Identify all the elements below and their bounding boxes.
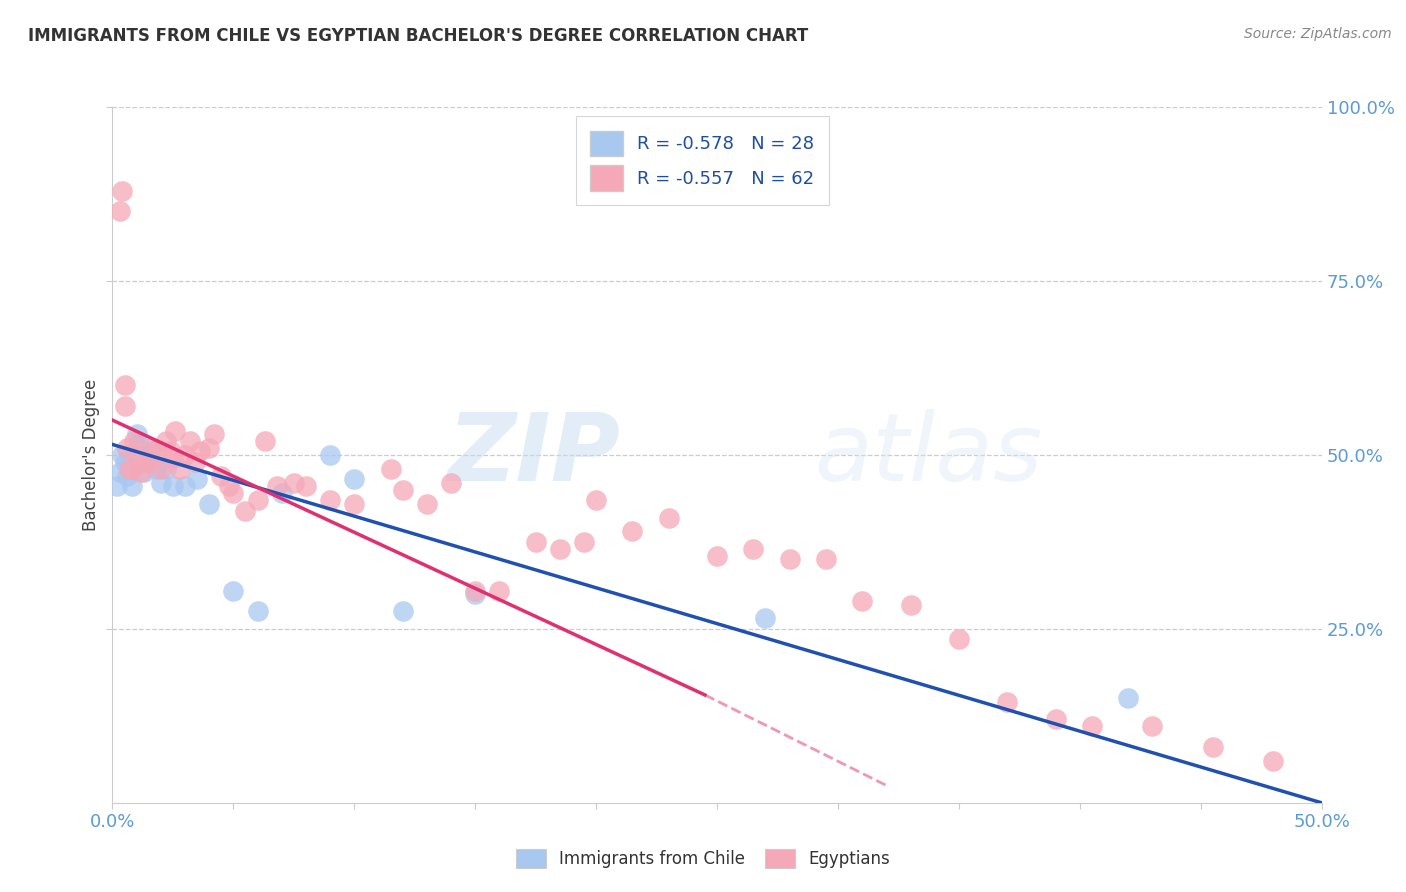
Point: [159, 444, 181, 458]
Point: [246, 493, 269, 508]
Point: [155, 462, 177, 476]
Point: [995, 695, 1018, 709]
Point: [218, 479, 240, 493]
Point: [900, 598, 922, 612]
Point: [380, 462, 402, 476]
Point: [111, 184, 134, 198]
Point: [132, 455, 155, 469]
Point: [343, 497, 366, 511]
Point: [706, 549, 728, 563]
Point: [440, 475, 463, 490]
Y-axis label: Bachelor's Degree: Bachelor's Degree: [82, 379, 100, 531]
Point: [222, 583, 245, 598]
Point: [416, 497, 439, 511]
Point: [391, 605, 413, 619]
Point: [222, 486, 245, 500]
Point: [198, 441, 221, 455]
Point: [1263, 754, 1285, 768]
Point: [198, 497, 221, 511]
Point: [464, 587, 486, 601]
Point: [202, 427, 225, 442]
Point: [108, 466, 131, 480]
Point: [209, 468, 232, 483]
Point: [295, 479, 318, 493]
Legend: R = -0.578   N = 28, R = -0.557   N = 62: R = -0.578 N = 28, R = -0.557 N = 62: [576, 116, 830, 205]
Point: [114, 455, 136, 469]
Text: atlas: atlas: [814, 409, 1042, 500]
Point: [621, 524, 644, 539]
Point: [105, 479, 128, 493]
Point: [948, 632, 970, 647]
Point: [114, 399, 136, 413]
Point: [488, 583, 510, 598]
Point: [283, 475, 305, 490]
Point: [235, 503, 257, 517]
Point: [266, 479, 288, 493]
Point: [658, 510, 681, 524]
Point: [183, 455, 205, 469]
Point: [165, 424, 187, 438]
Point: [108, 204, 131, 219]
Point: [141, 444, 163, 458]
Point: [132, 466, 155, 480]
Point: [464, 583, 486, 598]
Point: [246, 605, 269, 619]
Point: [149, 462, 172, 476]
Point: [169, 462, 191, 476]
Point: [851, 594, 873, 608]
Point: [145, 444, 167, 458]
Point: [125, 427, 148, 442]
Point: [174, 448, 197, 462]
Point: [114, 378, 136, 392]
Point: [1116, 691, 1139, 706]
Point: [111, 448, 134, 462]
Point: [125, 448, 148, 462]
Point: [149, 475, 172, 490]
Point: [524, 535, 547, 549]
Point: [391, 483, 413, 497]
Point: [155, 434, 177, 448]
Point: [141, 441, 163, 455]
Point: [115, 441, 138, 455]
Point: [270, 486, 292, 500]
Point: [754, 611, 776, 625]
Point: [138, 455, 160, 469]
Point: [319, 493, 342, 508]
Point: [128, 437, 150, 451]
Point: [162, 451, 184, 466]
Point: [1081, 719, 1104, 733]
Point: [145, 462, 167, 476]
Point: [118, 462, 141, 476]
Point: [179, 434, 201, 448]
Point: [1142, 719, 1164, 733]
Point: [814, 552, 837, 566]
Text: Source: ZipAtlas.com: Source: ZipAtlas.com: [1244, 27, 1392, 41]
Point: [343, 472, 366, 486]
Point: [138, 448, 160, 462]
Point: [186, 472, 208, 486]
Text: IMMIGRANTS FROM CHILE VS EGYPTIAN BACHELOR'S DEGREE CORRELATION CHART: IMMIGRANTS FROM CHILE VS EGYPTIAN BACHEL…: [28, 27, 808, 45]
Point: [118, 455, 141, 469]
Point: [572, 535, 595, 549]
Legend: Immigrants from Chile, Egyptians: Immigrants from Chile, Egyptians: [509, 842, 897, 875]
Point: [115, 468, 138, 483]
Point: [548, 541, 571, 556]
Point: [121, 462, 143, 476]
Point: [742, 541, 765, 556]
Point: [1202, 740, 1225, 755]
Point: [1045, 712, 1067, 726]
Point: [174, 479, 197, 493]
Point: [779, 552, 801, 566]
Point: [121, 479, 143, 493]
Point: [122, 434, 145, 448]
Point: [162, 479, 184, 493]
Point: [188, 444, 211, 458]
Point: [131, 466, 153, 480]
Point: [585, 493, 607, 508]
Text: ZIP: ZIP: [447, 409, 620, 501]
Point: [253, 434, 276, 448]
Point: [319, 448, 342, 462]
